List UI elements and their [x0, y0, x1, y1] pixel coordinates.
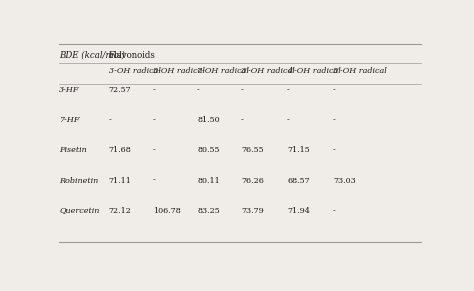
Text: 5-OH radical: 5-OH radical: [153, 67, 205, 75]
Text: 80.11: 80.11: [197, 177, 220, 184]
Text: -: -: [333, 146, 336, 154]
Text: -: -: [153, 146, 155, 154]
Text: 3′-OH radical: 3′-OH radical: [241, 67, 295, 75]
Text: Quercetin: Quercetin: [59, 207, 100, 215]
Text: 73.79: 73.79: [241, 207, 264, 215]
Text: Fisetin: Fisetin: [59, 146, 87, 154]
Text: -: -: [109, 116, 111, 124]
Text: -: -: [333, 116, 336, 124]
Text: 80.55: 80.55: [197, 146, 219, 154]
Text: -: -: [287, 86, 290, 94]
Text: 3-OH radical: 3-OH radical: [109, 67, 161, 75]
Text: -: -: [241, 86, 244, 94]
Text: 7-OH radical: 7-OH radical: [197, 67, 249, 75]
Text: -: -: [333, 207, 336, 215]
Text: -: -: [153, 86, 155, 94]
Text: 7-HF: 7-HF: [59, 116, 80, 124]
Text: 71.11: 71.11: [109, 177, 132, 184]
Text: -: -: [153, 177, 155, 184]
Text: -: -: [241, 116, 244, 124]
Text: 71.15: 71.15: [287, 146, 310, 154]
Text: -: -: [333, 86, 336, 94]
Text: 68.57: 68.57: [287, 177, 310, 184]
Text: 5′-OH radical: 5′-OH radical: [333, 67, 387, 75]
Text: 73.03: 73.03: [333, 177, 356, 184]
Text: -: -: [287, 116, 290, 124]
Text: 81.50: 81.50: [197, 116, 219, 124]
Text: 71.94: 71.94: [287, 207, 310, 215]
Text: 72.57: 72.57: [109, 86, 131, 94]
Text: BDE (kcal/mol): BDE (kcal/mol): [59, 51, 125, 60]
Text: 106.78: 106.78: [153, 207, 181, 215]
Text: 76.26: 76.26: [241, 177, 264, 184]
Text: 3-HF: 3-HF: [59, 86, 80, 94]
Text: 71.68: 71.68: [109, 146, 132, 154]
Text: 72.12: 72.12: [109, 207, 132, 215]
Text: 76.55: 76.55: [241, 146, 264, 154]
Text: -: -: [153, 116, 155, 124]
Text: -: -: [197, 86, 200, 94]
Text: Robinetin: Robinetin: [59, 177, 99, 184]
Text: 83.25: 83.25: [197, 207, 220, 215]
Text: Flavonoids: Flavonoids: [109, 51, 156, 60]
Text: 4′-OH radical: 4′-OH radical: [287, 67, 341, 75]
